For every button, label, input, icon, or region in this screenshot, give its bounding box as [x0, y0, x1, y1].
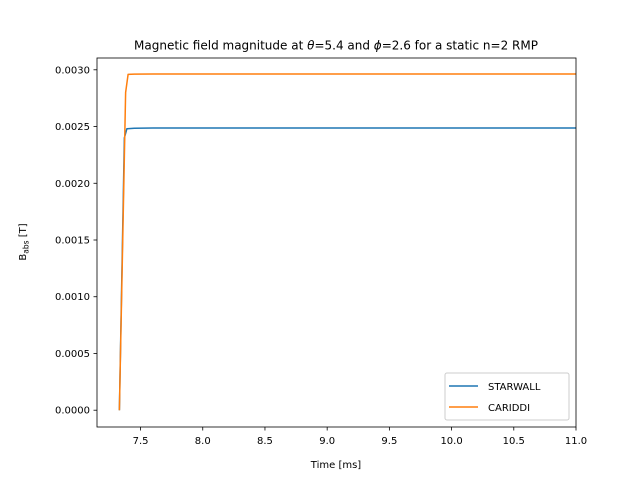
- series-group: [118, 73, 576, 411]
- x-tick-label: 11.0: [565, 436, 587, 447]
- y-tick-label: 0.0020: [55, 179, 90, 190]
- x-tick-label: 9.0: [319, 436, 335, 447]
- y-tick-label: 0.0030: [55, 65, 90, 76]
- x-tick-label: 8.5: [257, 436, 273, 447]
- plot-frame: [96, 57, 577, 428]
- x-tick-label: 9.5: [381, 436, 397, 447]
- legend-box: [444, 372, 570, 421]
- x-axis-ticks: 7.5 8.0 8.5 9.0 9.5 10.0 10.5 11.0: [133, 427, 587, 447]
- legend-label-cariddi: CARIDDI: [488, 403, 530, 414]
- y-tick-label: 0.0000: [55, 406, 90, 417]
- legend: STARWALL CARIDDI: [444, 372, 570, 421]
- legend-label-starwall: STARWALL: [488, 382, 541, 393]
- y-tick-label: 0.0015: [55, 236, 90, 247]
- y-tick-label: 0.0010: [55, 292, 90, 303]
- y-axis-label: Babs [T]: [18, 223, 31, 260]
- x-tick-label: 10.5: [503, 436, 525, 447]
- y-tick-label: 0.0025: [55, 122, 90, 133]
- series-line-cariddi: [118, 73, 576, 411]
- chart-title: Magnetic field magnitude at θ=5.4 and ϕ=…: [134, 39, 538, 53]
- plot-area: [96, 57, 577, 428]
- x-tick-label: 10.0: [440, 436, 462, 447]
- x-tick-label: 8.0: [195, 436, 211, 447]
- y-tick-label: 0.0005: [55, 349, 90, 360]
- x-axis-label: Time [ms]: [310, 460, 362, 471]
- x-tick-label: 7.5: [133, 436, 149, 447]
- y-axis-ticks: 0.0000 0.0005 0.0010 0.0015 0.0020 0.0025 0.00…: [55, 65, 97, 417]
